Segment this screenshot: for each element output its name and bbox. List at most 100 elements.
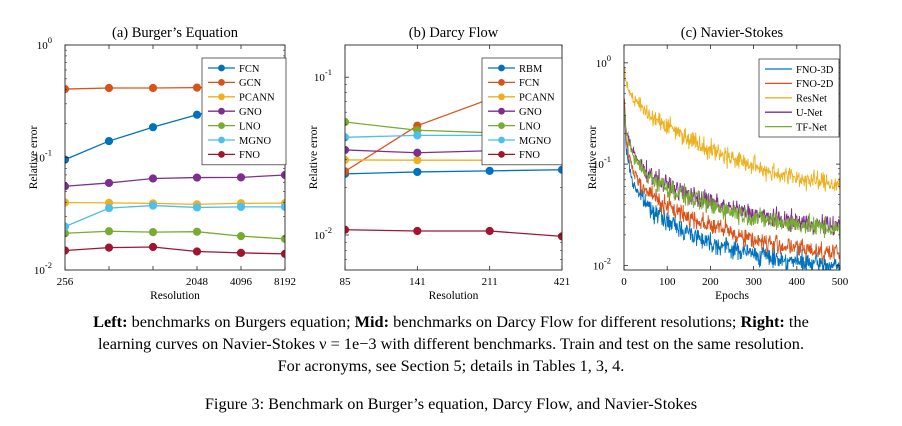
legend-label: LNO: [519, 121, 541, 132]
legend-label: RBM: [519, 64, 543, 75]
legend-label: ResNet: [796, 94, 827, 105]
series-line: [65, 246, 285, 255]
y-axis-label: Relative error: [28, 126, 40, 190]
chart-panel: (b) Darcy Flow Relative error Resolution 10…: [308, 25, 570, 302]
x-tick-label: 256: [57, 276, 74, 288]
data-point: [557, 232, 562, 241]
x-tick-label: 8192: [274, 276, 296, 288]
chart-title: (a) Burger’s Equation: [112, 25, 239, 41]
legend: RBM FCN PCANN GNO LNO MGNO FNO: [481, 57, 563, 166]
data-point: [104, 83, 114, 93]
chart-panel: (a) Burger’s Equation Relative error Resol…: [28, 25, 296, 302]
data-point: [236, 173, 246, 182]
figure-title: Figure 3: Benchmark on Burger’s equation…: [204, 394, 698, 413]
legend-marker: [498, 136, 505, 144]
data-point: [148, 83, 158, 93]
data-point: [192, 173, 202, 182]
legend-label: GNO: [519, 107, 542, 118]
caption-line-3: For acronyms, see Section 5; details in …: [277, 356, 625, 375]
series-line: [65, 201, 285, 206]
x-tick-label: 0: [621, 276, 627, 288]
y-tick-exponent: 0: [607, 53, 611, 63]
data-point: [192, 247, 202, 256]
x-tick-label: 421: [554, 276, 571, 288]
legend-marker: [218, 107, 225, 115]
caption-line-1-run: benchmarks on Burgers equation;: [127, 312, 355, 331]
caption-line-1-run: Right:: [740, 312, 785, 331]
legend-marker: [498, 107, 505, 115]
legend-label: MGNO: [519, 136, 552, 147]
legend-marker: [218, 151, 225, 158]
x-tick-label: 2048: [186, 276, 209, 288]
data-point: [104, 243, 114, 252]
data-point: [236, 248, 246, 257]
y-tick-base: 10: [596, 58, 608, 70]
x-axis-label: Resolution: [429, 290, 479, 302]
y-tick-label: 100: [37, 35, 52, 52]
legend-marker: [218, 122, 225, 129]
y-tick-exponent: -2: [45, 260, 52, 270]
y-tick-label: 100: [596, 53, 611, 70]
x-axis-label: Epochs: [715, 290, 749, 302]
y-tick-base: 10: [593, 159, 605, 171]
y-tick-exponent: -1: [325, 67, 332, 77]
legend-marker: [218, 136, 225, 144]
data-point: [148, 174, 158, 183]
data-point: [104, 227, 114, 236]
y-tick-label: 10-1: [34, 148, 52, 165]
legend-marker: [498, 151, 505, 158]
x-tick-label: 300: [745, 276, 762, 288]
caption-line-1-run: the: [784, 312, 809, 331]
caption-line-2: learning curves on Navier-Stokes ν = 1e−…: [97, 334, 805, 353]
legend-label: FNO: [239, 150, 260, 161]
y-tick-exponent: -1: [604, 154, 611, 164]
data-point: [236, 202, 246, 211]
legend-label: FCN: [519, 78, 540, 89]
data-point: [413, 148, 422, 157]
series-line: [624, 98, 840, 262]
legend-label: PCANN: [239, 93, 275, 104]
x-tick-label: 500: [832, 276, 849, 288]
series-line: [624, 67, 840, 192]
y-tick-exponent: -1: [45, 148, 52, 158]
y-tick-label: 10-2: [593, 255, 611, 272]
y-tick-base: 10: [314, 72, 326, 84]
series-line: [65, 174, 285, 187]
data-point: [104, 178, 114, 188]
x-tick-label: 211: [482, 276, 498, 288]
data-point: [345, 225, 350, 234]
y-tick-label: 10-2: [314, 225, 332, 242]
legend-label: PCANN: [519, 93, 555, 104]
y-tick-exponent: 0: [48, 35, 52, 45]
y-tick-label: 10-1: [593, 154, 611, 171]
y-tick-label: 10-2: [34, 260, 52, 277]
data-point: [192, 227, 202, 236]
legend-label: U-Net: [796, 108, 822, 119]
data-point: [148, 242, 158, 252]
legend-label: FCN: [239, 64, 260, 75]
axes-box: [623, 44, 841, 271]
data-point: [413, 226, 422, 236]
data-point: [104, 203, 114, 213]
data-point: [345, 133, 350, 142]
data-point: [148, 201, 158, 210]
y-tick-base: 10: [593, 260, 605, 272]
caption-line-1-run: Mid:: [354, 312, 390, 331]
chart-title: (c) Navier-Stokes: [681, 25, 784, 41]
data-point: [104, 136, 114, 146]
legend-label: GNO: [239, 107, 262, 118]
data-point: [192, 110, 202, 119]
data-point: [413, 167, 422, 177]
series-line: [65, 230, 285, 240]
legend: FCN GCN PCANN GNO LNO MGNO FNO: [201, 57, 287, 166]
y-axis-label: Relative error: [587, 126, 599, 190]
data-point: [485, 226, 494, 236]
y-tick-base: 10: [314, 230, 326, 242]
x-tick-label: 100: [659, 276, 676, 288]
figure-caption: Left: benchmarks on Burgers equation; Mi…: [20, 311, 882, 377]
y-tick-exponent: -2: [604, 255, 611, 265]
data-point: [192, 203, 202, 212]
x-tick-label: 200: [702, 276, 719, 288]
caption-line-1: Left: benchmarks on Burgers equation; Mi…: [20, 311, 882, 333]
